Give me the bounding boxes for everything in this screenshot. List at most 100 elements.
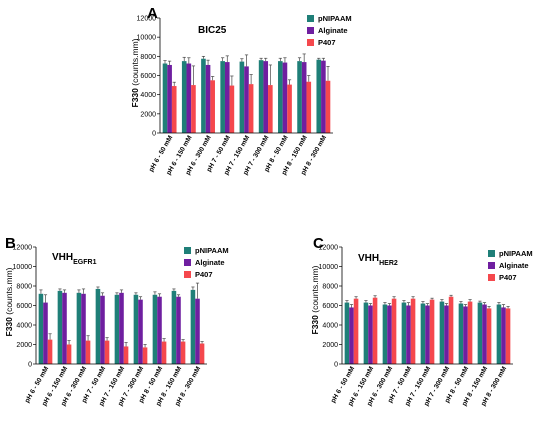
y-tick-label: 2000 [140, 111, 156, 118]
bar [138, 299, 143, 364]
y-tick-label: 0 [28, 362, 32, 369]
bar [176, 296, 181, 364]
bar [229, 85, 235, 133]
bar [439, 301, 445, 364]
bar [301, 62, 307, 134]
y-tick-label: 6000 [322, 303, 338, 310]
bar [496, 304, 502, 364]
bar [368, 305, 373, 364]
bar [81, 293, 86, 364]
bar [205, 64, 211, 133]
legend-swatch-pnipaam [488, 250, 495, 257]
chart-title: BIC25 [198, 25, 227, 36]
legend: pNIPAAM Alginate P407 [307, 14, 352, 47]
bar [191, 85, 196, 133]
bar [501, 307, 506, 364]
legend-swatch-alginate [307, 27, 314, 34]
bar [444, 305, 449, 364]
bar [258, 60, 264, 133]
legend-label: P407 [318, 38, 336, 47]
bar [316, 59, 322, 133]
legend-label: Alginate [318, 26, 348, 35]
legend-label: Alginate [195, 258, 225, 267]
chart-panel-b: B VHHEGFR1 F330 (counts.mm) 0 2000 4000 600… [4, 235, 229, 407]
bar [458, 303, 464, 364]
bar [297, 61, 302, 133]
y-tick-label: 4000 [16, 323, 32, 330]
bar [263, 61, 269, 133]
bar [190, 289, 196, 364]
bar [410, 298, 416, 364]
y-tick-label: 8000 [140, 54, 156, 61]
bar [66, 344, 72, 364]
y-axis-label: F330 (counts.mm) [310, 265, 320, 334]
bar [391, 298, 397, 364]
bar [123, 346, 129, 364]
legend-swatch-p407 [307, 39, 314, 46]
bar [220, 61, 225, 133]
panel-letter: C [313, 235, 324, 252]
legend: pNIPAAM Alginate P407 [488, 249, 533, 282]
legend-swatch-p407 [488, 274, 495, 281]
bar [239, 61, 245, 133]
bar [282, 62, 288, 133]
bar [181, 61, 187, 133]
y-tick-label: 12000 [13, 245, 33, 252]
legend-label: Alginate [499, 261, 529, 270]
bar [142, 347, 148, 364]
bar [85, 340, 91, 364]
legend-label: pNIPAAM [499, 249, 533, 258]
legend: pNIPAAM Alginate P407 [184, 246, 229, 279]
bar [363, 302, 369, 364]
bar [325, 80, 331, 133]
bar [119, 292, 124, 364]
bar [344, 302, 350, 364]
bar [186, 63, 192, 134]
y-tick-label: 10000 [13, 264, 33, 271]
y-tick-label: 6000 [140, 73, 156, 80]
bar [76, 292, 82, 364]
y-tick-label: 0 [152, 131, 156, 138]
bar [180, 341, 186, 364]
bar [244, 66, 249, 133]
bar [157, 296, 162, 364]
bar [425, 305, 430, 364]
bar [420, 303, 426, 364]
legend-swatch-alginate [184, 259, 191, 266]
bar [406, 305, 411, 364]
y-axis-label: F330 (counts.mm) [130, 38, 140, 107]
bar [387, 305, 392, 364]
bar [486, 308, 492, 364]
chart-title: VHHEGFR1 [52, 252, 97, 266]
panel-letter: B [5, 235, 16, 252]
bar [133, 294, 139, 364]
y-tick-label: 8000 [322, 284, 338, 291]
bar [195, 298, 200, 364]
bar [349, 307, 354, 364]
bar [161, 341, 167, 364]
y-tick-label: 12000 [319, 245, 339, 252]
chart-panel-c: C VHHHER2 F330 (counts.mm) 0 2000 4000 6000… [310, 235, 533, 407]
legend-label: pNIPAAM [195, 246, 229, 255]
y-tick-label: 4000 [322, 323, 338, 330]
y-tick-label: 10000 [319, 264, 339, 271]
bar [448, 296, 454, 364]
bar [114, 294, 120, 364]
bar [467, 301, 473, 364]
legend-label: P407 [195, 270, 213, 279]
bar [278, 61, 283, 133]
legend-swatch-p407 [184, 271, 191, 278]
bar [62, 292, 67, 364]
y-tick-label: 4000 [140, 92, 156, 99]
bar [162, 63, 168, 134]
y-tick-label: 0 [334, 362, 338, 369]
chart-title: VHHHER2 [358, 253, 398, 267]
bar [382, 304, 388, 364]
bar [401, 302, 407, 364]
legend-swatch-pnipaam [307, 15, 314, 22]
bar [104, 340, 110, 364]
bar [505, 308, 511, 364]
bar [477, 302, 483, 364]
legend-label: pNIPAAM [318, 14, 352, 23]
